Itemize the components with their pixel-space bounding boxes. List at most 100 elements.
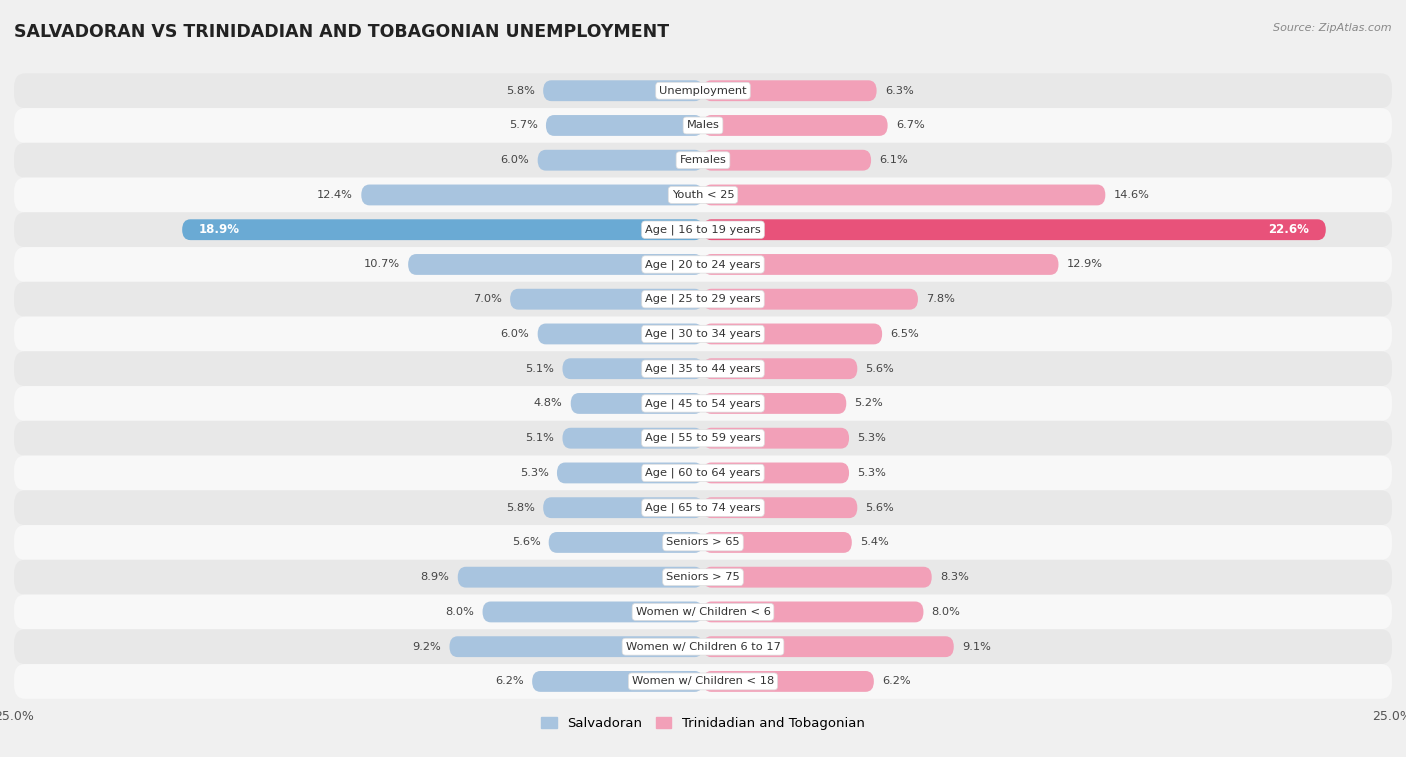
Text: 6.1%: 6.1% <box>879 155 908 165</box>
FancyBboxPatch shape <box>703 636 953 657</box>
Text: Women w/ Children 6 to 17: Women w/ Children 6 to 17 <box>626 642 780 652</box>
FancyBboxPatch shape <box>703 532 852 553</box>
FancyBboxPatch shape <box>546 115 703 136</box>
Text: 5.1%: 5.1% <box>526 433 554 443</box>
Text: 9.1%: 9.1% <box>962 642 991 652</box>
Text: 5.3%: 5.3% <box>858 433 886 443</box>
Text: 12.4%: 12.4% <box>318 190 353 200</box>
Text: 4.8%: 4.8% <box>534 398 562 409</box>
Text: Unemployment: Unemployment <box>659 86 747 95</box>
Text: Age | 16 to 19 years: Age | 16 to 19 years <box>645 225 761 235</box>
Text: 6.0%: 6.0% <box>501 329 530 339</box>
Text: 6.5%: 6.5% <box>890 329 920 339</box>
Text: Seniors > 65: Seniors > 65 <box>666 537 740 547</box>
Text: Age | 35 to 44 years: Age | 35 to 44 years <box>645 363 761 374</box>
FancyBboxPatch shape <box>548 532 703 553</box>
Text: 5.6%: 5.6% <box>866 503 894 512</box>
FancyBboxPatch shape <box>408 254 703 275</box>
Text: Age | 45 to 54 years: Age | 45 to 54 years <box>645 398 761 409</box>
FancyBboxPatch shape <box>458 567 703 587</box>
Legend: Salvadoran, Trinidadian and Tobagonian: Salvadoran, Trinidadian and Tobagonian <box>536 712 870 736</box>
Text: Age | 30 to 34 years: Age | 30 to 34 years <box>645 329 761 339</box>
FancyBboxPatch shape <box>703 358 858 379</box>
Text: 8.3%: 8.3% <box>941 572 969 582</box>
FancyBboxPatch shape <box>14 351 1392 386</box>
Text: 6.7%: 6.7% <box>896 120 925 130</box>
Text: 22.6%: 22.6% <box>1268 223 1309 236</box>
FancyBboxPatch shape <box>14 560 1392 594</box>
FancyBboxPatch shape <box>703 254 1059 275</box>
FancyBboxPatch shape <box>571 393 703 414</box>
FancyBboxPatch shape <box>14 108 1392 143</box>
Text: 5.4%: 5.4% <box>860 537 889 547</box>
Text: 6.3%: 6.3% <box>884 86 914 95</box>
FancyBboxPatch shape <box>537 323 703 344</box>
Text: 7.0%: 7.0% <box>472 294 502 304</box>
FancyBboxPatch shape <box>562 358 703 379</box>
FancyBboxPatch shape <box>703 463 849 484</box>
Text: 8.0%: 8.0% <box>932 607 960 617</box>
Text: 10.7%: 10.7% <box>364 260 399 269</box>
Text: 5.3%: 5.3% <box>858 468 886 478</box>
Text: Age | 20 to 24 years: Age | 20 to 24 years <box>645 259 761 269</box>
Text: 5.8%: 5.8% <box>506 86 534 95</box>
FancyBboxPatch shape <box>703 497 858 518</box>
FancyBboxPatch shape <box>703 288 918 310</box>
FancyBboxPatch shape <box>14 282 1392 316</box>
FancyBboxPatch shape <box>14 491 1392 525</box>
Text: 5.3%: 5.3% <box>520 468 548 478</box>
FancyBboxPatch shape <box>557 463 703 484</box>
Text: 18.9%: 18.9% <box>198 223 239 236</box>
FancyBboxPatch shape <box>14 316 1392 351</box>
Text: 8.9%: 8.9% <box>420 572 450 582</box>
FancyBboxPatch shape <box>450 636 703 657</box>
FancyBboxPatch shape <box>361 185 703 205</box>
Text: 5.1%: 5.1% <box>526 363 554 374</box>
FancyBboxPatch shape <box>14 143 1392 178</box>
FancyBboxPatch shape <box>703 393 846 414</box>
Text: Males: Males <box>686 120 720 130</box>
Text: 5.6%: 5.6% <box>512 537 540 547</box>
FancyBboxPatch shape <box>14 664 1392 699</box>
FancyBboxPatch shape <box>14 212 1392 247</box>
FancyBboxPatch shape <box>703 220 1326 240</box>
FancyBboxPatch shape <box>703 185 1105 205</box>
Text: 7.8%: 7.8% <box>927 294 955 304</box>
FancyBboxPatch shape <box>703 115 887 136</box>
FancyBboxPatch shape <box>14 178 1392 212</box>
FancyBboxPatch shape <box>14 456 1392 491</box>
FancyBboxPatch shape <box>14 247 1392 282</box>
Text: 14.6%: 14.6% <box>1114 190 1150 200</box>
Text: 9.2%: 9.2% <box>412 642 441 652</box>
Text: Women w/ Children < 18: Women w/ Children < 18 <box>631 677 775 687</box>
Text: Source: ZipAtlas.com: Source: ZipAtlas.com <box>1274 23 1392 33</box>
FancyBboxPatch shape <box>703 80 876 101</box>
FancyBboxPatch shape <box>703 567 932 587</box>
Text: 5.2%: 5.2% <box>855 398 883 409</box>
FancyBboxPatch shape <box>703 150 872 170</box>
FancyBboxPatch shape <box>703 602 924 622</box>
FancyBboxPatch shape <box>531 671 703 692</box>
Text: Age | 65 to 74 years: Age | 65 to 74 years <box>645 503 761 513</box>
FancyBboxPatch shape <box>183 220 703 240</box>
Text: 6.0%: 6.0% <box>501 155 530 165</box>
Text: Females: Females <box>679 155 727 165</box>
Text: Age | 60 to 64 years: Age | 60 to 64 years <box>645 468 761 478</box>
FancyBboxPatch shape <box>703 428 849 449</box>
Text: Women w/ Children < 6: Women w/ Children < 6 <box>636 607 770 617</box>
FancyBboxPatch shape <box>543 80 703 101</box>
Text: 6.2%: 6.2% <box>882 677 911 687</box>
FancyBboxPatch shape <box>14 73 1392 108</box>
FancyBboxPatch shape <box>14 594 1392 629</box>
Text: Age | 25 to 29 years: Age | 25 to 29 years <box>645 294 761 304</box>
FancyBboxPatch shape <box>537 150 703 170</box>
Text: 8.0%: 8.0% <box>446 607 474 617</box>
Text: 5.7%: 5.7% <box>509 120 537 130</box>
FancyBboxPatch shape <box>14 525 1392 560</box>
Text: 12.9%: 12.9% <box>1067 260 1102 269</box>
FancyBboxPatch shape <box>510 288 703 310</box>
FancyBboxPatch shape <box>543 497 703 518</box>
FancyBboxPatch shape <box>14 386 1392 421</box>
Text: Seniors > 75: Seniors > 75 <box>666 572 740 582</box>
Text: SALVADORAN VS TRINIDADIAN AND TOBAGONIAN UNEMPLOYMENT: SALVADORAN VS TRINIDADIAN AND TOBAGONIAN… <box>14 23 669 41</box>
